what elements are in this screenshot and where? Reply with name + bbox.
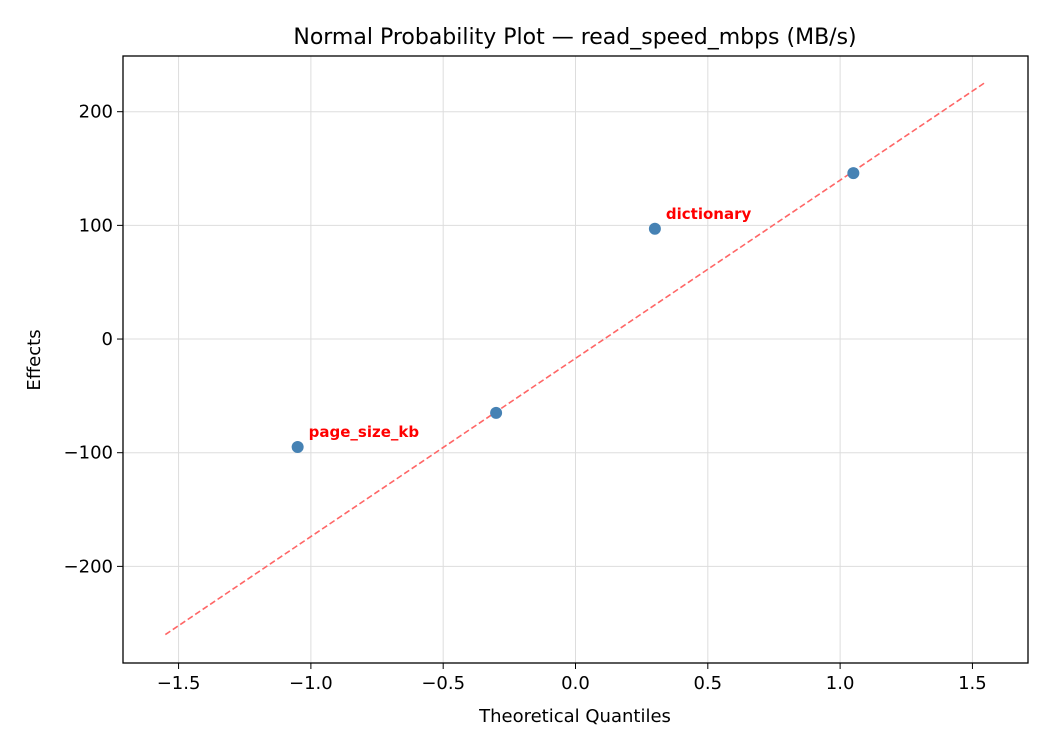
point-label: page_size_kb [309,423,420,441]
data-point [648,222,661,235]
x-tick-label: 1.0 [826,673,855,694]
y-tick-label: −100 [64,443,113,464]
y-tick-label: 100 [79,215,113,236]
y-tick-label: 0 [102,329,113,350]
x-axis-label: Theoretical Quantiles [478,706,671,727]
chart-title: Normal Probability Plot — read_speed_mbp… [293,25,856,50]
point-label: dictionary [666,205,752,223]
y-tick-label: −200 [64,556,113,577]
x-tick-label: −1.5 [157,673,201,694]
x-tick-label: 0.5 [693,673,722,694]
data-point [291,441,304,454]
x-tick-label: −0.5 [421,673,465,694]
x-tick-label: −1.0 [289,673,333,694]
x-tick-label: 0.0 [561,673,590,694]
x-tick-label: 1.5 [958,673,987,694]
y-axis-label: Effects [24,329,45,390]
plot-frame [122,55,1029,664]
data-point [847,167,860,180]
data-point [490,406,503,419]
y-tick-label: 200 [79,102,113,123]
